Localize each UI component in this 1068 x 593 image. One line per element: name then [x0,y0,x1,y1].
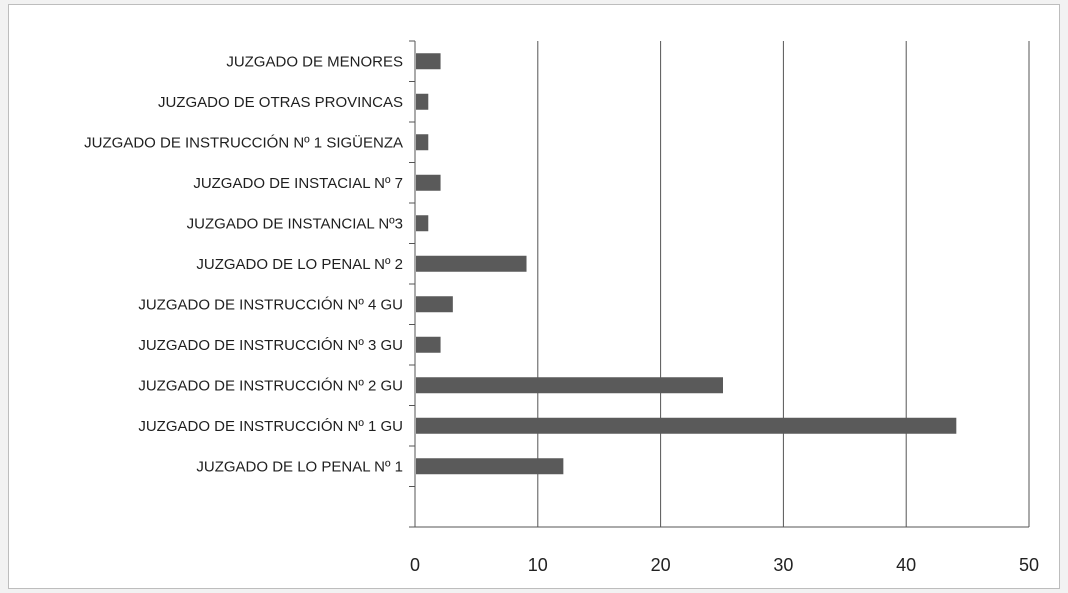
axes [409,40,1029,528]
bar-4 [416,174,441,191]
bar-10 [416,417,957,434]
bar-2 [416,93,429,110]
x-tick-label-30: 30 [773,555,793,575]
bar-9 [416,377,723,394]
chart-frame: JUZGADO DE MENORES JUZGADO DE OTRAS PROVI… [8,4,1060,589]
category-label-5: JUZGADO DE INSTANCIAL Nº3 [187,215,403,232]
category-label-9: JUZGADO DE INSTRUCCIÓN Nº 2 GU [138,377,403,394]
bar-11 [416,458,564,475]
x-tick-label-50: 50 [1019,555,1039,575]
bars [416,53,957,475]
bar-chart: JUZGADO DE MENORES JUZGADO DE OTRAS PROVI… [84,40,1039,575]
bar-5 [416,215,429,232]
bar-1 [416,53,441,70]
category-label-10: JUZGADO DE INSTRUCCIÓN Nº 1 GU [138,418,403,435]
bar-7 [416,296,453,313]
category-label-3: JUZGADO DE INSTRUCCIÓN Nº 1 SIGÜENZA [84,133,403,151]
bar-3 [416,134,429,151]
category-label-1: JUZGADO DE MENORES [226,53,403,70]
category-label-8: JUZGADO DE INSTRUCCIÓN Nº 3 GU [138,337,403,354]
category-label-7: JUZGADO DE INSTRUCCIÓN Nº 4 GU [138,296,403,313]
x-tick-label-40: 40 [896,555,916,575]
x-tick-label-10: 10 [528,555,548,575]
category-label-11: JUZGADO DE LO PENAL Nº 1 [196,458,403,475]
category-label-4: JUZGADO DE INSTACIAL Nº 7 [193,175,403,192]
bar-6 [416,255,527,272]
category-label-6: JUZGADO DE LO PENAL Nº 2 [196,256,403,273]
gridlines [537,41,1030,527]
bar-8 [416,336,441,353]
x-tick-label-20: 20 [651,555,671,575]
x-tick-label-0: 0 [410,555,420,575]
category-labels: JUZGADO DE MENORES JUZGADO DE OTRAS PROVI… [84,53,403,475]
tick-labels: 0 10 20 30 40 50 [410,555,1039,575]
category-label-2: JUZGADO DE OTRAS PROVINCAS [158,94,403,111]
